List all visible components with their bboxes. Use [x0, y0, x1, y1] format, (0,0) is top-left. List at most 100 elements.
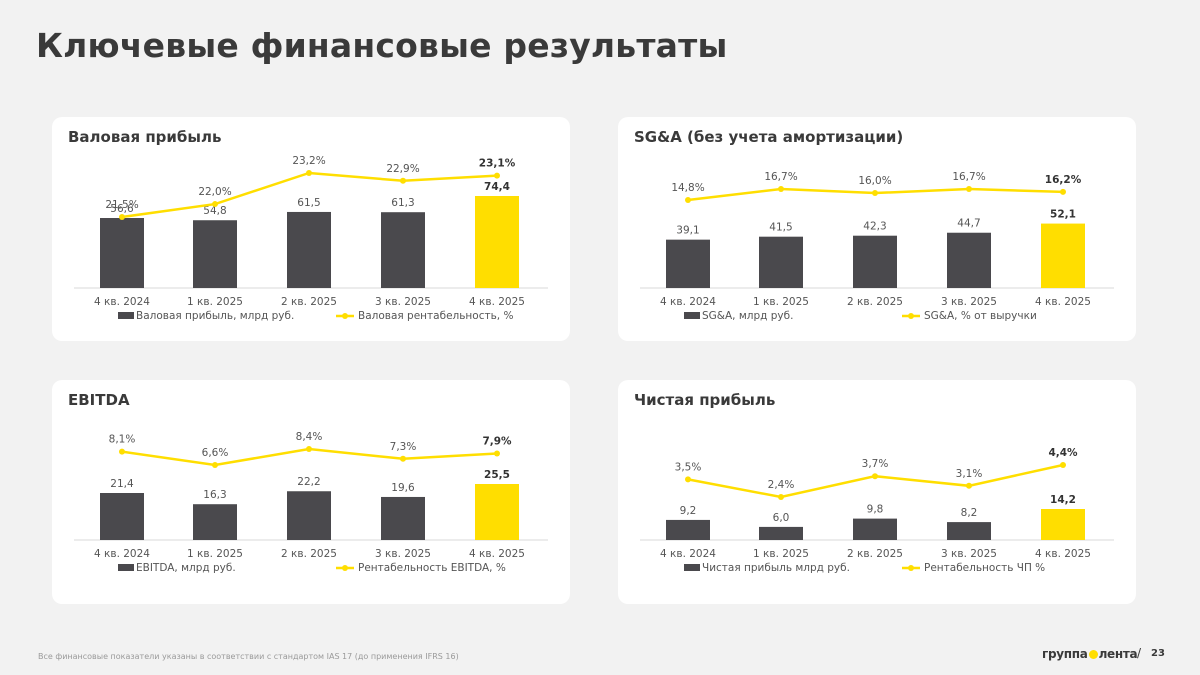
bar — [853, 518, 897, 540]
x-tick-label: 2 кв. 2025 — [281, 296, 337, 308]
x-tick-label: 1 кв. 2025 — [753, 548, 809, 560]
line-point — [119, 448, 125, 455]
line-point — [494, 172, 500, 179]
bar — [759, 526, 803, 540]
bar — [475, 196, 519, 288]
line-point — [1060, 188, 1066, 195]
line-value-label: 7,3% — [390, 441, 417, 453]
line-value-label: 3,7% — [862, 458, 889, 470]
x-tick-label: 1 кв. 2025 — [187, 548, 243, 560]
line-value-label: 8,4% — [296, 431, 323, 443]
bar-value-label: 21,4 — [110, 478, 134, 490]
bar-value-label: 61,3 — [391, 197, 414, 209]
line-point — [212, 462, 218, 468]
x-tick-label: 4 кв. 2025 — [1035, 296, 1091, 308]
line-point — [494, 450, 500, 457]
footnote: Все финансовые показатели указаны в соот… — [38, 652, 459, 661]
x-tick-label: 4 кв. 2024 — [94, 296, 150, 308]
line-value-label: 16,7% — [952, 171, 985, 183]
chart-title: Чистая прибыль — [634, 391, 776, 409]
legend-line-label: Рентабельность EBITDA, % — [358, 562, 506, 574]
line-value-label: 2,4% — [768, 479, 795, 491]
line-value-label: 16,7% — [764, 171, 797, 183]
line-value-label: 7,9% — [482, 435, 512, 447]
legend-line-marker — [908, 565, 914, 571]
x-tick-label: 3 кв. 2025 — [375, 296, 431, 308]
company-logo: группа лента — [1042, 647, 1138, 661]
bar — [287, 491, 331, 540]
line-value-label: 21,5% — [105, 199, 138, 211]
bar-value-label: 6,0 — [773, 512, 790, 524]
x-tick-label: 2 кв. 2025 — [847, 296, 903, 308]
x-tick-label: 3 кв. 2025 — [375, 548, 431, 560]
x-tick-label: 3 кв. 2025 — [941, 296, 997, 308]
logo-text-right: лента — [1098, 647, 1138, 661]
bar — [287, 211, 331, 288]
line-value-label: 23,1% — [479, 158, 516, 170]
x-tick-label: 4 кв. 2024 — [660, 296, 716, 308]
bar — [947, 522, 991, 540]
legend-bar-label: Валовая прибыль, млрд руб. — [136, 310, 294, 322]
line-point — [778, 186, 784, 192]
line-point — [872, 473, 878, 480]
bar — [853, 235, 897, 288]
bar-value-label: 14,2 — [1050, 494, 1076, 506]
logo-dot-icon — [1088, 649, 1098, 659]
bar-value-label: 9,2 — [680, 505, 697, 517]
bar — [759, 236, 803, 288]
x-tick-label: 1 кв. 2025 — [187, 296, 243, 308]
line-value-label: 23,2% — [292, 155, 325, 167]
line-point — [212, 201, 218, 208]
legend-bar-label: SG&A, млрд руб. — [702, 310, 793, 322]
legend-bar-swatch — [118, 312, 134, 319]
line-point — [306, 446, 312, 452]
legend-line-marker — [908, 313, 914, 319]
bar-value-label: 56,6 — [110, 203, 134, 215]
line-point — [966, 186, 972, 192]
slide-title: Ключевые финансовые результаты — [36, 26, 728, 65]
line-point — [872, 190, 878, 197]
legend-bar-swatch — [684, 312, 700, 319]
bar — [947, 232, 991, 288]
x-tick-label: 2 кв. 2025 — [847, 548, 903, 560]
bar-value-label: 9,8 — [867, 504, 884, 516]
bar-value-label: 39,1 — [676, 225, 699, 237]
legend-bar-swatch — [684, 564, 700, 571]
bar — [100, 493, 144, 540]
line-point — [685, 197, 691, 203]
bar-value-label: 74,4 — [484, 181, 510, 193]
ebitda-chart: 21,4 16,3 22,2 19,6 25,5 8,1% 6,6% 8,4% 7,3% 7,9%… — [74, 431, 548, 574]
bar — [1041, 509, 1085, 540]
line-value-label: 3,5% — [675, 461, 702, 473]
chart-title: Валовая прибыль — [68, 128, 222, 146]
bar — [193, 504, 237, 540]
bar — [1041, 223, 1085, 288]
bar-value-label: 42,3 — [863, 221, 886, 233]
line-point — [400, 177, 406, 184]
bar-value-label: 44,7 — [957, 218, 980, 230]
legend-bar-label: Чистая прибыль млрд руб. — [702, 562, 850, 574]
line-value-label: 8,1% — [109, 434, 136, 446]
line-series — [121, 171, 498, 219]
bar-value-label: 61,5 — [297, 197, 320, 209]
line-value-label: 4,4% — [1048, 447, 1078, 459]
legend-line-label: Рентабельность ЧП % — [924, 562, 1045, 574]
chart-title: EBITDA — [68, 391, 130, 409]
bar-value-label: 19,6 — [391, 482, 415, 494]
bar-value-label: 52,1 — [1050, 209, 1076, 221]
line-value-label: 14,8% — [671, 182, 704, 194]
line-point — [306, 170, 312, 176]
line-value-label: 16,2% — [1045, 174, 1082, 186]
bar — [100, 218, 144, 288]
x-tick-label: 1 кв. 2025 — [753, 296, 809, 308]
line-value-label: 16,0% — [858, 175, 891, 187]
bar — [381, 496, 425, 540]
bar-value-label: 41,5 — [769, 222, 792, 234]
line-value-label: 22,9% — [386, 163, 419, 175]
legend-bar-swatch — [118, 564, 134, 571]
page-number: 23 — [1151, 648, 1165, 659]
legend-line-label: SG&A, % от выручки — [924, 310, 1037, 322]
bar-value-label: 16,3 — [203, 489, 226, 501]
bar-value-label: 25,5 — [484, 469, 510, 481]
legend-line-marker — [342, 313, 348, 319]
